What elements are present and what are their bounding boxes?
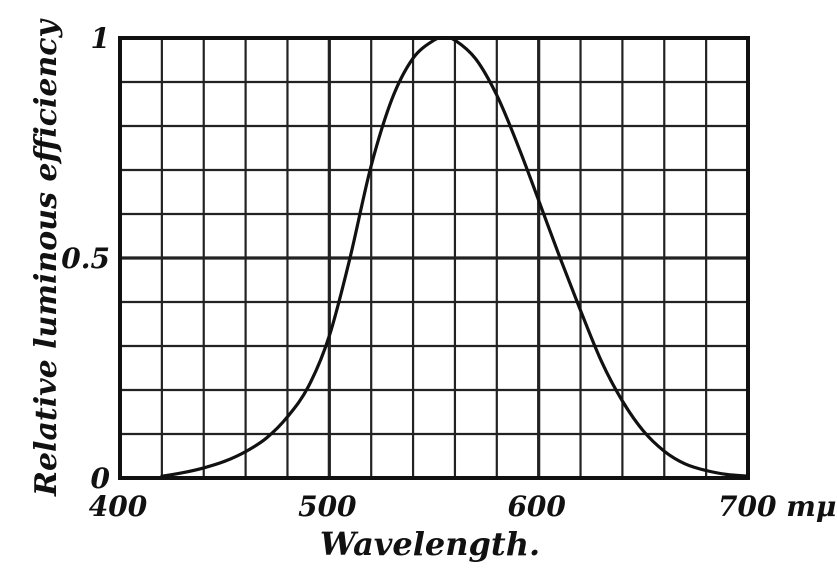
x-tick-label: 400	[89, 490, 148, 523]
x-tick-label: 700 mμ	[718, 490, 836, 523]
luminous-efficiency-curve	[160, 36, 750, 478]
x-axis-label: Wavelength.	[320, 525, 540, 563]
y-tick-labels: 00.51	[61, 22, 110, 495]
x-tick-label: 500	[298, 490, 357, 523]
x-tick-labels: 400 500 600 700 mμ	[89, 490, 837, 523]
y-tick-label: 0.5	[61, 242, 110, 275]
y-tick-label: 0	[91, 462, 111, 495]
y-tick-label: 1	[91, 22, 110, 55]
plot-border	[118, 36, 750, 480]
plot-frame	[118, 36, 750, 480]
grid	[120, 38, 748, 478]
x-tick-label: 600	[507, 490, 566, 523]
y-axis-label: Relative luminous efficiency	[29, 17, 64, 497]
curve-layer	[160, 36, 750, 478]
